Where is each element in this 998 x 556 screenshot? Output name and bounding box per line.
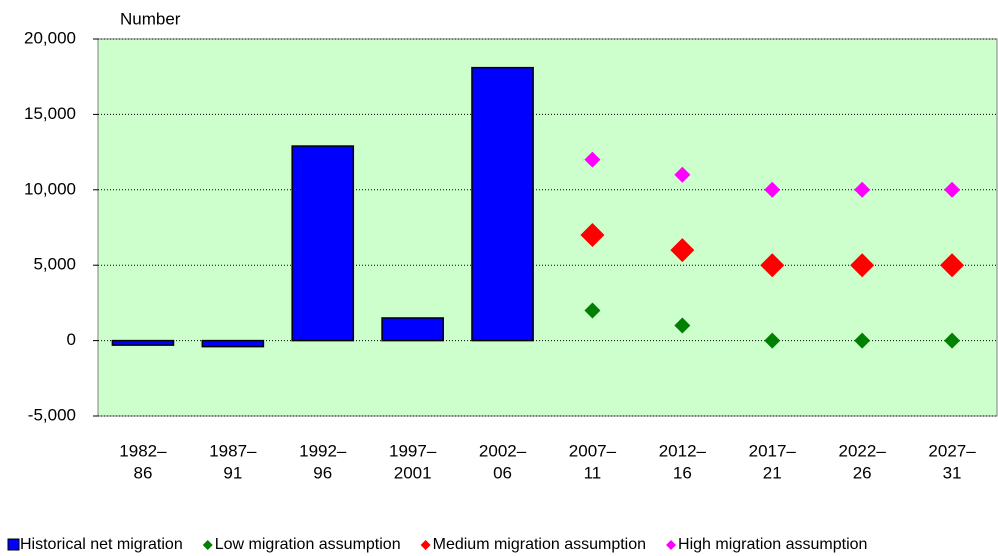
x-tick-label: 2007–	[569, 441, 617, 460]
legend-label: High migration assumption	[678, 536, 867, 553]
legend-swatch	[202, 540, 213, 550]
legend-swatch	[420, 540, 431, 550]
x-tick-label: 86	[133, 463, 152, 482]
y-tick-label: 20,000	[24, 28, 76, 47]
diamond-marker	[764, 181, 781, 198]
legend-label: Low migration assumption	[215, 536, 401, 553]
legend-swatch	[666, 540, 677, 550]
x-tick-label: 16	[673, 463, 692, 482]
x-tick-label: 21	[763, 463, 782, 482]
x-tick-label: 2017–	[749, 441, 797, 460]
diamond-marker	[760, 253, 785, 278]
diamond-marker	[674, 317, 691, 334]
x-tick-label: 1992–	[299, 441, 347, 460]
x-tick-label: 31	[943, 463, 962, 482]
y-tick-label: 0	[67, 330, 76, 349]
bar	[291, 145, 355, 342]
y-axis-title: Number	[120, 9, 181, 28]
x-tick-label: 1982–	[119, 441, 167, 460]
x-tick-label: 96	[313, 463, 332, 482]
x-tick-label: 11	[584, 463, 602, 482]
diamond-marker	[854, 332, 871, 349]
diamond-marker	[940, 253, 965, 278]
x-tick-label: 2022–	[839, 441, 887, 460]
diamond-marker	[854, 181, 871, 198]
diamond-marker	[584, 151, 601, 168]
bar	[201, 339, 265, 348]
y-tick-label: 10,000	[24, 179, 76, 198]
x-tick-label: 1997–	[389, 441, 437, 460]
legend-swatch	[7, 538, 20, 551]
y-tick-label: 5,000	[33, 255, 76, 274]
diamond-marker	[580, 223, 605, 248]
legend-label: Medium migration assumption	[433, 536, 646, 553]
diamond-marker	[764, 332, 781, 349]
x-tick-label: 2002–	[479, 441, 527, 460]
diamond-marker	[674, 166, 691, 183]
bar	[111, 339, 175, 346]
diamond-marker	[584, 302, 601, 319]
x-tick-label: 91	[223, 463, 242, 482]
x-tick-label: 2027–	[928, 441, 976, 460]
x-tick-label: 2012–	[659, 441, 707, 460]
diamond-marker	[944, 332, 961, 349]
x-tick-label: 26	[853, 463, 872, 482]
diamond-marker	[944, 181, 961, 198]
plot-area	[97, 38, 998, 417]
legend-label: Historical net migration	[20, 536, 183, 553]
y-tick-label: 15,000	[24, 104, 76, 123]
diamond-marker	[670, 238, 695, 263]
bar	[471, 66, 534, 342]
diamond-marker	[850, 253, 875, 278]
bar	[381, 317, 444, 342]
x-tick-label: 06	[493, 463, 512, 482]
x-tick-label: 2001	[394, 463, 432, 482]
y-tick-label: -5,000	[28, 405, 76, 424]
x-tick-label: 1987–	[209, 441, 257, 460]
